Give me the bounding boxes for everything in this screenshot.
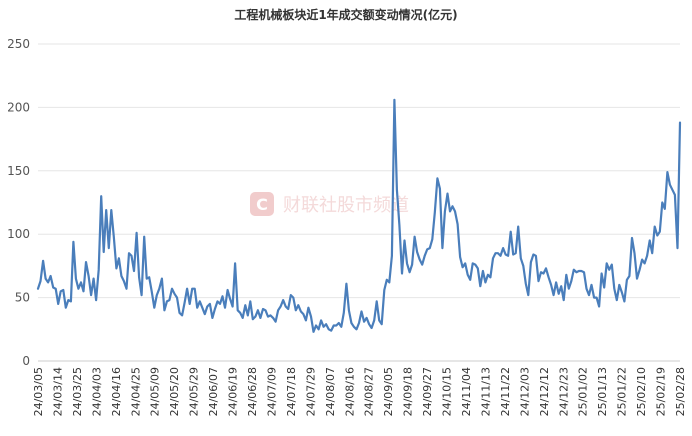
x-axis-ticks: 24/03/05 24/03/14 24/03/25 24/04/03 24/04/16… — [32, 367, 687, 416]
series-layer — [36, 98, 682, 333]
x-tick-label: 24/11/13 — [480, 367, 493, 416]
watermark-logo-letter: C — [256, 195, 268, 214]
y-tick-label: 150 — [7, 164, 30, 178]
x-tick-label: 25/02/19 — [655, 367, 668, 416]
x-tick-label: 24/07/29 — [304, 367, 317, 416]
x-tick-label: 24/12/23 — [557, 367, 570, 416]
chart-title: 工程机械板块近1年成交额变动情况(亿元) — [234, 7, 457, 22]
watermark: C 财联社股市频道 — [250, 192, 409, 216]
x-tick-label: 24/07/09 — [266, 367, 279, 416]
y-tick-label: 100 — [7, 227, 30, 241]
y-axis-ticks: 0 50 100 150 200 250 — [7, 37, 30, 368]
x-tick-label: 24/03/05 — [32, 367, 45, 416]
x-tick-label: 24/09/27 — [421, 367, 434, 416]
x-tick-label: 24/03/25 — [71, 367, 84, 416]
x-tick-label: 24/12/12 — [538, 367, 551, 416]
x-tick-label: 24/06/28 — [246, 367, 259, 416]
y-tick-label: 0 — [22, 354, 30, 368]
x-tick-label: 25/02/10 — [635, 367, 648, 416]
x-tick-label: 24/07/18 — [285, 367, 298, 416]
x-tick-label: 24/04/16 — [110, 367, 123, 416]
x-tick-label: 24/03/14 — [52, 367, 65, 416]
series-line — [36, 98, 682, 333]
y-tick-label: 200 — [7, 100, 30, 114]
x-tick-label: 25/01/22 — [616, 367, 629, 416]
watermark-logo-icon — [250, 192, 274, 216]
x-tick-label: 24/11/04 — [460, 367, 473, 416]
x-tick-label: 24/10/15 — [441, 367, 454, 416]
x-tick-label: 24/11/22 — [499, 367, 512, 416]
x-tick-label: 24/04/03 — [90, 367, 103, 416]
gridlines — [38, 43, 680, 299]
watermark-text: 财联社股市频道 — [283, 195, 409, 216]
x-tick-label: 24/08/27 — [363, 367, 376, 416]
x-tick-label: 24/05/20 — [168, 367, 181, 416]
x-tick-label: 24/09/05 — [382, 367, 395, 416]
y-tick-label: 250 — [7, 37, 30, 51]
x-tick-label: 24/05/09 — [149, 367, 162, 416]
x-tick-label: 24/06/19 — [227, 367, 240, 416]
x-tick-label: 24/06/07 — [207, 367, 220, 416]
x-tick-label: 25/01/13 — [596, 367, 609, 416]
x-tick-label: 24/08/16 — [343, 367, 356, 416]
x-tick-label: 24/05/29 — [188, 367, 201, 416]
x-tick-label: 25/01/02 — [577, 367, 590, 416]
x-tick-label: 24/09/18 — [402, 367, 415, 416]
x-tick-label: 24/12/03 — [518, 367, 531, 416]
x-tick-label: 24/08/07 — [324, 367, 337, 416]
x-tick-label: 25/02/28 — [674, 367, 687, 416]
x-tick-label: 24/04/25 — [129, 367, 142, 416]
y-tick-label: 50 — [15, 291, 30, 305]
